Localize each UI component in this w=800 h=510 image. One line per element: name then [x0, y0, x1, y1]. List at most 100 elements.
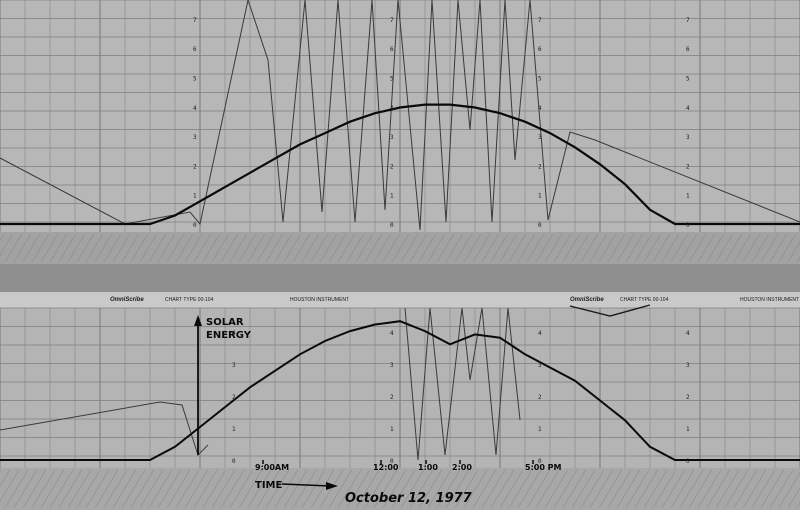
y-tick-label: 0	[390, 458, 394, 465]
hatch-line	[175, 469, 200, 509]
hatch-line	[778, 233, 797, 263]
solar-energy-arrow-head	[194, 315, 202, 326]
hatch-line	[670, 469, 695, 509]
top-y-tick-labels: 0 1 2 3 4 5 6 7 0 1 2 3 4 5 6 7 0 1 2 3 4 5 6 7 0 1 2 3 4 5 6 7	[193, 17, 690, 229]
y-tick-label: 2	[390, 394, 394, 401]
hatch-line	[598, 233, 617, 263]
hatch-line	[490, 233, 509, 263]
hatch-line	[382, 469, 407, 509]
hatch-line	[706, 233, 725, 263]
hatch-line	[310, 469, 335, 509]
hatch-line	[499, 233, 518, 263]
hatch-line	[0, 233, 5, 241]
hatch-line	[769, 469, 794, 509]
y-tick-label: 4	[390, 330, 394, 337]
y-tick-label: 6	[686, 46, 690, 53]
y-tick-label: 4	[538, 105, 542, 112]
y-tick-label: 1	[686, 193, 690, 200]
hatch-line	[724, 469, 749, 509]
hatch-line	[490, 469, 515, 509]
y-tick-label: 2	[232, 394, 236, 401]
y-tick-label: 1	[686, 426, 690, 433]
middle-gap	[0, 264, 800, 292]
hatch-line	[94, 469, 119, 509]
hatch-line	[58, 233, 77, 263]
hatch-line	[40, 469, 65, 509]
hatch-line	[139, 233, 158, 263]
hatch-line	[67, 233, 86, 263]
time-arrow-head	[326, 482, 338, 490]
hatch-line	[499, 469, 524, 509]
hatch-line	[544, 469, 569, 509]
hatch-line	[166, 469, 191, 509]
hatch-line	[292, 233, 311, 263]
hatch-line	[652, 233, 671, 263]
hatch-line	[589, 469, 614, 509]
hatch-line	[481, 469, 506, 509]
y-tick-label: 3	[538, 362, 542, 369]
hatch-line	[184, 469, 209, 509]
hatch-line	[616, 233, 635, 263]
y-tick-label: 5	[686, 76, 690, 83]
hatch-line	[652, 469, 677, 509]
hatch-line	[148, 233, 167, 263]
hatch-line	[301, 469, 326, 509]
y-tick-label: 0	[538, 458, 542, 465]
y-tick-label: 1	[538, 193, 542, 200]
hatch-line	[382, 233, 401, 263]
hatch-line	[229, 469, 254, 509]
hatch-line	[103, 233, 122, 263]
hatch-line	[373, 233, 392, 263]
hatch-line	[553, 469, 578, 509]
hatch-line	[553, 233, 572, 263]
hatch-line	[319, 469, 344, 509]
hatch-line	[49, 469, 74, 509]
y-tick-label: 0	[686, 458, 690, 465]
hatch-line	[112, 469, 137, 509]
x-tick-label: 5:00 PM	[525, 463, 562, 472]
hatch-line	[472, 469, 497, 509]
y-tick-label: 0	[390, 222, 394, 229]
hatch-line	[220, 469, 245, 509]
hatch-line	[526, 469, 551, 509]
hatch-line	[697, 233, 716, 263]
hatch-line	[571, 469, 596, 509]
hatch-line	[4, 469, 29, 509]
hatch-line	[715, 233, 734, 263]
y-tick-label: 6	[390, 46, 394, 53]
y-tick-label: 3	[390, 362, 394, 369]
hatch-line	[355, 233, 374, 263]
hatch-line	[157, 469, 182, 509]
hatch-line	[751, 233, 770, 263]
y-tick-label: 1	[538, 426, 542, 433]
hatch-line	[661, 233, 680, 263]
hatch-line	[283, 233, 302, 263]
hatch-line	[607, 469, 632, 509]
solar-energy-label-line1: SOLAR	[206, 317, 244, 328]
print-strip	[0, 292, 800, 308]
hatch-line	[346, 469, 371, 509]
hatch-line	[31, 233, 50, 263]
hatch-line	[517, 469, 542, 509]
hatch-line	[166, 233, 185, 263]
y-tick-label: 0	[232, 458, 236, 465]
solar-energy-label-line2: ENERGY	[206, 330, 252, 341]
hatch-line	[400, 233, 419, 263]
hatch-line	[472, 233, 491, 263]
hatch-line	[742, 469, 767, 509]
hatch-line	[517, 233, 536, 263]
auxiliary-pen-line	[0, 0, 800, 231]
hatch-line	[328, 233, 347, 263]
hatch-line	[409, 469, 434, 509]
hatch-line	[454, 469, 479, 509]
hatch-line	[679, 233, 698, 263]
hatch-line	[121, 469, 146, 509]
hatch-line	[265, 469, 290, 509]
hatch-line	[481, 233, 500, 263]
hatch-line	[436, 469, 461, 509]
date-label: October 12, 1977	[345, 491, 473, 506]
hatch-line	[193, 233, 212, 263]
hatch-line	[202, 233, 221, 263]
hatch-line	[463, 233, 482, 263]
hatch-line	[193, 469, 218, 509]
